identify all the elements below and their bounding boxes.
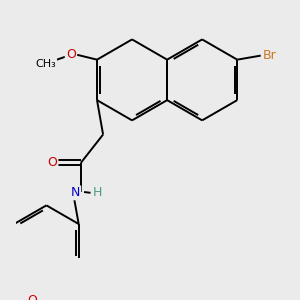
Text: N: N (71, 186, 80, 199)
Text: O: O (66, 48, 76, 61)
Text: H: H (93, 186, 103, 199)
Text: O: O (48, 156, 57, 169)
Text: Br: Br (263, 49, 277, 62)
Text: CH₃: CH₃ (35, 59, 56, 69)
Text: O: O (27, 294, 37, 300)
